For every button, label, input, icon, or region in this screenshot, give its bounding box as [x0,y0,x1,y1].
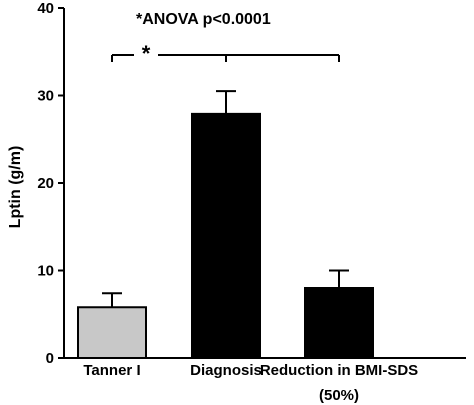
y-tick-label: 10 [37,263,54,280]
category-label: Reduction in BMI-SDS [260,362,418,379]
anova-annotation: *ANOVA p<0.0001 [136,11,271,28]
bar [77,306,147,359]
category-label: Diagnosis [190,362,262,379]
bar [191,112,261,359]
significance-bracket: * [111,41,340,66]
bar [304,287,374,359]
bars [77,90,374,359]
y-tick-label: 30 [37,88,54,105]
y-tick-label: 20 [37,175,54,192]
significance-star: * [142,41,151,66]
y-axis-title: Lptin (g/m) [7,146,24,229]
category-label: Tanner I [83,362,140,379]
y-tick-label: 0 [46,350,54,367]
category-sublabel: (50%) [319,387,359,404]
y-tick-label: 40 [37,0,54,17]
